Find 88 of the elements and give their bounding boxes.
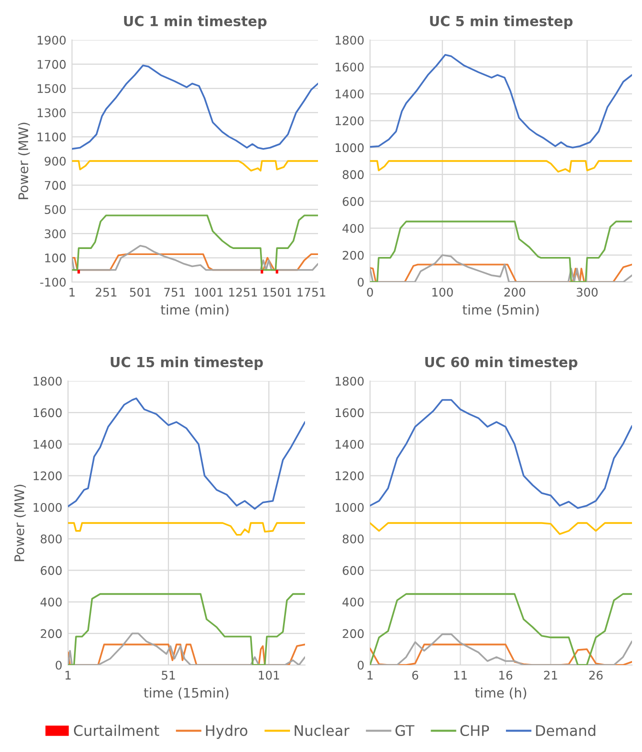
legend-label: Demand bbox=[536, 724, 596, 736]
y-tick-label: 600 bbox=[342, 197, 364, 206]
line-series bbox=[370, 399, 632, 509]
line-series bbox=[72, 160, 318, 172]
y-tick-label: 1300 bbox=[38, 108, 66, 118]
chart-title: UC 60 min timestep bbox=[425, 356, 578, 370]
x-tick-label: 51 bbox=[162, 670, 175, 680]
x-tick-label: 101 bbox=[258, 670, 280, 680]
y-tick-label: 600 bbox=[342, 566, 364, 575]
x-tick-label: 251 bbox=[96, 288, 116, 297]
y-tick-label: 1800 bbox=[336, 376, 364, 386]
legend-label: Hydro bbox=[206, 724, 248, 739]
line-series bbox=[72, 64, 318, 150]
line-series bbox=[370, 160, 632, 173]
x-tick-label: 1 bbox=[70, 288, 75, 297]
y-tick-label: 800 bbox=[342, 534, 364, 544]
y-tick-label: 200 bbox=[40, 629, 62, 638]
x-tick-label: 11 bbox=[454, 670, 467, 680]
x-tick-label: 751 bbox=[164, 288, 185, 297]
x-tick-label: 501 bbox=[130, 288, 151, 297]
y-tick-label: 1400 bbox=[34, 440, 62, 449]
x-tick-label: 100 bbox=[432, 288, 453, 297]
y-tick-label: 800 bbox=[40, 534, 62, 544]
y-tick-label: 1500 bbox=[38, 84, 66, 94]
x-tick-label: 6 bbox=[412, 670, 418, 680]
y-tick-label: 600 bbox=[40, 566, 62, 575]
y-tick-label: 200 bbox=[342, 250, 364, 260]
x-axis-title: time (15min) bbox=[144, 688, 228, 700]
legend-label: GT bbox=[395, 725, 414, 736]
line-series bbox=[68, 522, 305, 536]
x-tick-label: 200 bbox=[504, 288, 526, 297]
y-tick-label: 1000 bbox=[34, 502, 62, 512]
x-axis-title: time (min) bbox=[160, 304, 228, 316]
y-tick-label: 1400 bbox=[336, 440, 364, 449]
y-axis-title: Power (MW) bbox=[18, 122, 30, 200]
y-tick-label: -100 bbox=[40, 278, 66, 287]
x-tick-label: 1 bbox=[66, 670, 71, 680]
x-tick-label: 26 bbox=[589, 670, 603, 680]
line-series bbox=[72, 214, 318, 271]
y-axis-title: Power (MW) bbox=[14, 484, 26, 562]
y-tick-label: 1700 bbox=[38, 60, 66, 69]
y-tick-label: 900 bbox=[44, 156, 66, 166]
y-tick-label: 1000 bbox=[336, 502, 364, 512]
chart-title: UC 5 min timestep bbox=[430, 16, 573, 29]
y-tick-label: 1600 bbox=[34, 408, 62, 418]
legend-label: CHP bbox=[460, 725, 489, 736]
x-tick-label: 1251 bbox=[229, 288, 257, 297]
line-series bbox=[72, 244, 318, 271]
y-tick-label: 1200 bbox=[336, 471, 364, 480]
y-tick-label: 1200 bbox=[34, 471, 62, 480]
x-tick-label: 16 bbox=[499, 670, 512, 680]
y-tick-label: 1200 bbox=[336, 116, 364, 126]
y-tick-label: 1800 bbox=[336, 36, 364, 45]
x-tick-label: 1001 bbox=[195, 288, 223, 297]
legend-label: Nuclear bbox=[294, 724, 350, 736]
y-tick-label: 1600 bbox=[336, 408, 364, 418]
y-tick-label: 1900 bbox=[38, 36, 66, 45]
y-tick-label: 400 bbox=[342, 224, 364, 233]
y-tick-label: 200 bbox=[342, 629, 364, 638]
line-series bbox=[68, 398, 305, 510]
x-tick-label: 1751 bbox=[298, 288, 326, 297]
y-tick-label: 0 bbox=[358, 278, 364, 287]
x-tick-label: 300 bbox=[576, 288, 598, 297]
y-tick-label: 500 bbox=[44, 205, 66, 214]
y-tick-label: 0 bbox=[358, 660, 364, 670]
legend-label: Curtailment bbox=[74, 724, 160, 736]
y-tick-label: 700 bbox=[44, 180, 66, 190]
y-tick-label: 100 bbox=[45, 254, 66, 262]
x-axis-title: time (h) bbox=[475, 688, 526, 700]
y-tick-label: 300 bbox=[44, 229, 66, 238]
y-tick-label: 800 bbox=[342, 170, 364, 180]
y-tick-label: 400 bbox=[342, 598, 364, 607]
chart-title: UC 1 min timestep bbox=[124, 16, 267, 29]
line-series bbox=[370, 54, 632, 148]
x-tick-label: 1501 bbox=[263, 288, 292, 297]
x-tick-label: 21 bbox=[544, 670, 558, 680]
y-tick-label: 1100 bbox=[38, 132, 66, 142]
y-tick-label: 400 bbox=[40, 598, 62, 607]
y-tick-label: 1400 bbox=[336, 90, 364, 98]
y-tick-label: 1800 bbox=[34, 376, 62, 386]
y-tick-label: 0 bbox=[56, 660, 62, 670]
x-tick-label: 0 bbox=[367, 288, 373, 297]
y-tick-label: 1000 bbox=[336, 143, 364, 152]
line-series bbox=[370, 522, 632, 535]
x-tick-label: 1 bbox=[368, 670, 373, 680]
y-tick-label: 1600 bbox=[336, 62, 364, 72]
x-axis-title: time (5min) bbox=[462, 304, 539, 316]
chart-title: UC 15 min timestep bbox=[110, 356, 263, 370]
